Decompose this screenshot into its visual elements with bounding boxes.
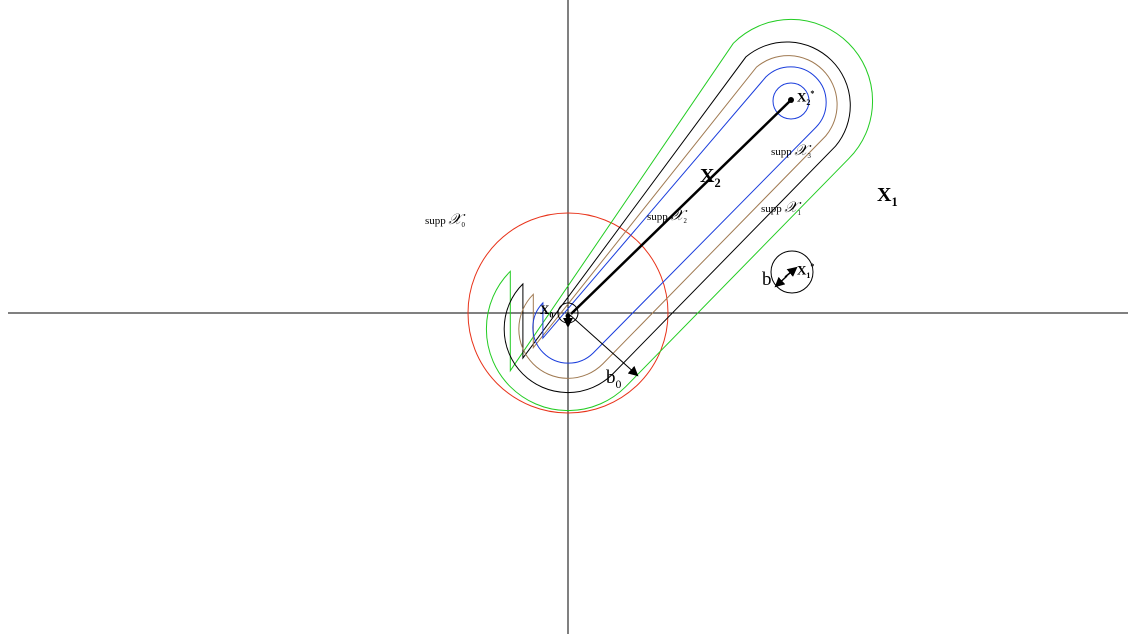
label-x2: X2: [700, 165, 721, 190]
supp-x1-stadium: [503, 41, 851, 394]
x2-star-circle: [772, 82, 810, 120]
segment-x0-x2: [570, 99, 792, 315]
label-supp-x3: supp 𝒳3: [771, 141, 811, 161]
b-arrow: [774, 275, 788, 288]
label-x2-star: X2*: [797, 89, 815, 107]
supp-x3-stadium: [518, 55, 838, 379]
supp-x2-stadium: [532, 66, 827, 364]
label-x0: X0: [540, 302, 554, 320]
b0-arrow: [569, 314, 639, 377]
label-b: b: [762, 269, 772, 290]
b-arrow-2: [784, 266, 798, 278]
x2-star-point: [788, 97, 794, 103]
label-supp-x1: supp 𝒳1: [761, 198, 801, 218]
label-x1-star: X1*: [797, 262, 815, 280]
label-x1: X1: [877, 184, 898, 209]
label-b0: b0: [606, 367, 622, 391]
label-supp-x2: supp 𝒳2: [647, 206, 687, 226]
x1-star-circle: [770, 250, 814, 294]
supp-outer-stadium: [485, 18, 874, 412]
label-supp-x0: supp 𝒳0: [425, 210, 465, 230]
supp-x0-circle: [467, 212, 669, 414]
